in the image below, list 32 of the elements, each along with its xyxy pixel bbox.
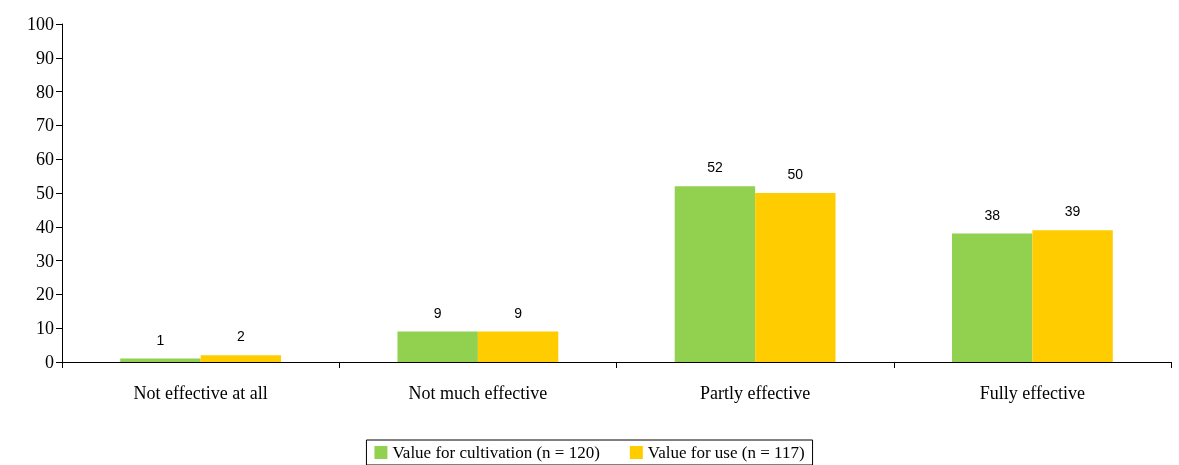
bar	[200, 355, 282, 362]
data-label: 52	[707, 159, 723, 176]
y-tick-label: 50	[36, 183, 54, 203]
data-label: 9	[514, 304, 523, 321]
x-tick-label: Fully effective	[979, 383, 1085, 403]
y-tick-label: 60	[36, 149, 54, 170]
bar	[1032, 230, 1113, 362]
bar	[755, 193, 836, 362]
y-tick-label: 70	[36, 115, 54, 136]
data-label: 9	[433, 304, 442, 321]
y-tick-label: 0	[45, 352, 54, 372]
y-tick-label: 30	[36, 250, 54, 271]
data-label: 39	[1064, 203, 1081, 220]
bar	[674, 186, 756, 362]
data-label: 2	[236, 328, 245, 345]
y-tick-label: 80	[36, 81, 54, 102]
legend-label: Value for use (n = 117)	[647, 443, 805, 462]
data-label: 1	[156, 331, 165, 348]
data-label: 50	[787, 166, 804, 182]
x-tick-label: Not much effective	[408, 383, 548, 403]
data-label: 38	[984, 206, 1001, 223]
legend-label: Value for cultivation (n = 120)	[392, 443, 600, 462]
y-tick-label: 90	[36, 47, 54, 68]
y-tick-label: 20	[36, 284, 54, 305]
y-tick-label: 100	[27, 14, 54, 34]
y-tick-label: 40	[36, 216, 54, 237]
x-tick-label: Partly effective	[700, 383, 811, 403]
x-tick-label: Not effective at all	[133, 383, 268, 403]
bar	[477, 331, 559, 362]
bar	[397, 331, 478, 362]
bar	[951, 233, 1033, 362]
y-tick-label: 10	[36, 318, 54, 339]
